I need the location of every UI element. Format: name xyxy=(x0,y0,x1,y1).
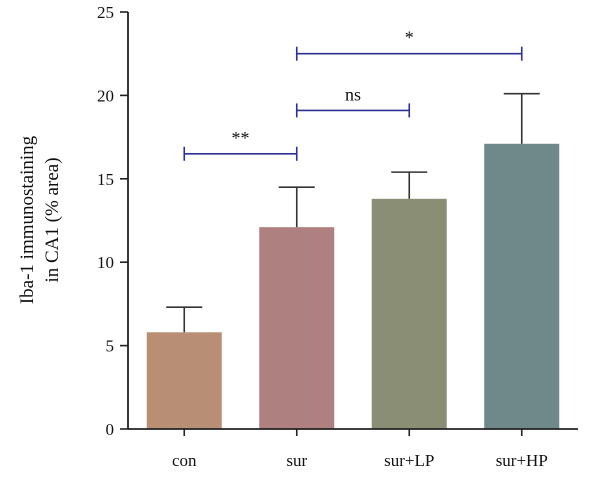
y-tick-label-5: 5 xyxy=(106,337,115,356)
y-tick-label-0: 0 xyxy=(106,420,115,439)
bar-sur+HP xyxy=(484,143,560,429)
bar-sur+LP xyxy=(371,198,447,429)
bar-con xyxy=(146,332,222,429)
significance-label-1: ns xyxy=(345,84,361,104)
x-tick-label-con: con xyxy=(172,451,197,470)
x-tick-label-sur+HP: sur+HP xyxy=(496,451,548,470)
bar-sur xyxy=(259,227,335,429)
significance-group: ** ns * xyxy=(183,28,523,161)
bars-group xyxy=(146,143,560,429)
significance-label-0: ** xyxy=(232,128,250,148)
significance-label-2: * xyxy=(405,28,414,48)
x-tick-label-sur+LP: sur+LP xyxy=(384,451,434,470)
x-tick-label-sur: sur xyxy=(286,451,307,470)
axes-group: 0 5 10 15 20 25 con sur sur+LP sur+HP xyxy=(97,3,578,470)
y-tick-label-15: 15 xyxy=(97,170,114,189)
y-tick-label-20: 20 xyxy=(97,86,114,105)
y-axis-label: Iba-1 immunostaining in CA1 (% area) xyxy=(17,135,63,304)
y-tick-label-10: 10 xyxy=(97,253,114,272)
y-tick-label-25: 25 xyxy=(97,3,114,22)
y-axis-label-line-1: Iba-1 immunostaining xyxy=(17,135,38,304)
y-axis-label-line-2: in CA1 (% area) xyxy=(42,157,63,282)
error-bars-group xyxy=(166,92,540,333)
